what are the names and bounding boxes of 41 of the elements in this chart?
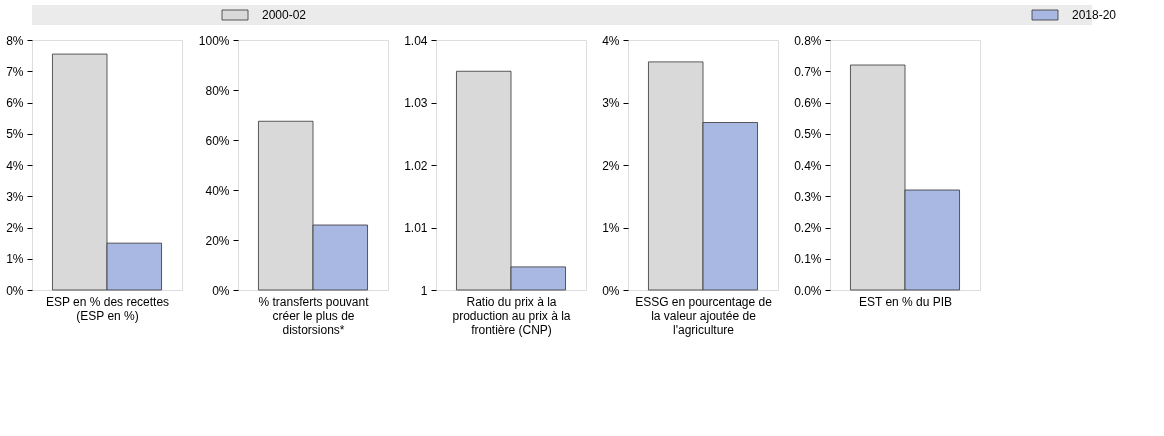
y-tick-label: 2% xyxy=(6,221,24,235)
y-tick-label: 0.1% xyxy=(794,252,822,267)
y-tick-label: 7% xyxy=(6,64,24,79)
x-tick-label: ESP en % des recettes (ESP en %) xyxy=(45,294,170,323)
y-tick-label: 0% xyxy=(212,283,230,298)
y-tick-label: 0.5% xyxy=(794,127,822,142)
y-tick-label: 80% xyxy=(205,83,230,98)
y-tick-label: 100% xyxy=(198,33,230,48)
y-tick-label: 3% xyxy=(602,96,620,110)
y-tick-label: 0.0% xyxy=(794,283,822,298)
y-tick-label: 60% xyxy=(205,133,230,148)
y-tick-label: 1 xyxy=(420,283,428,298)
y-tick-label: 6% xyxy=(6,96,24,110)
y-tick-label: 20% xyxy=(205,233,230,248)
x-tick-label: EST en % du PIB xyxy=(858,294,953,309)
y-tick-label: 1.02 xyxy=(404,158,428,173)
y-tick-label: 1% xyxy=(602,221,620,235)
y-tick-label: 8% xyxy=(6,33,24,48)
y-tick-label: 5% xyxy=(6,127,24,142)
legend-label: 2018-20 xyxy=(1072,8,1117,22)
y-tick-label: 0.6% xyxy=(794,96,822,110)
y-tick-label: 1% xyxy=(6,252,24,267)
y-tick-label: 0.7% xyxy=(794,64,822,79)
x-tick-label: Ratio du prix à la production au prix à la frontière (CNP) xyxy=(452,294,571,337)
y-tick-label: 1.01 xyxy=(404,221,428,235)
y-tick-label: 0.8% xyxy=(794,33,822,48)
x-tick-label: ESSG en pourcentage de la valeur ajoutée de l'agriculture xyxy=(635,294,773,337)
y-tick-label: 2% xyxy=(602,158,620,173)
y-tick-label: 4% xyxy=(6,158,24,173)
y-tick-label: 1.03 xyxy=(404,96,428,110)
y-tick-label: 40% xyxy=(205,183,230,198)
y-tick-label: 0% xyxy=(6,283,24,298)
y-tick-label: 0.4% xyxy=(794,158,822,173)
y-tick-label: 4% xyxy=(602,33,620,48)
y-tick-label: 1.04 xyxy=(404,33,428,48)
y-tick-label: 0.2% xyxy=(794,221,822,235)
y-tick-label: 0.3% xyxy=(794,189,822,204)
x-tick-label: % transferts pouvant créer le plus de distorsions* xyxy=(258,294,370,337)
y-tick-label: 0% xyxy=(602,283,620,298)
legend-label: 2000-02 xyxy=(262,8,307,22)
y-tick-label: 3% xyxy=(6,189,24,204)
